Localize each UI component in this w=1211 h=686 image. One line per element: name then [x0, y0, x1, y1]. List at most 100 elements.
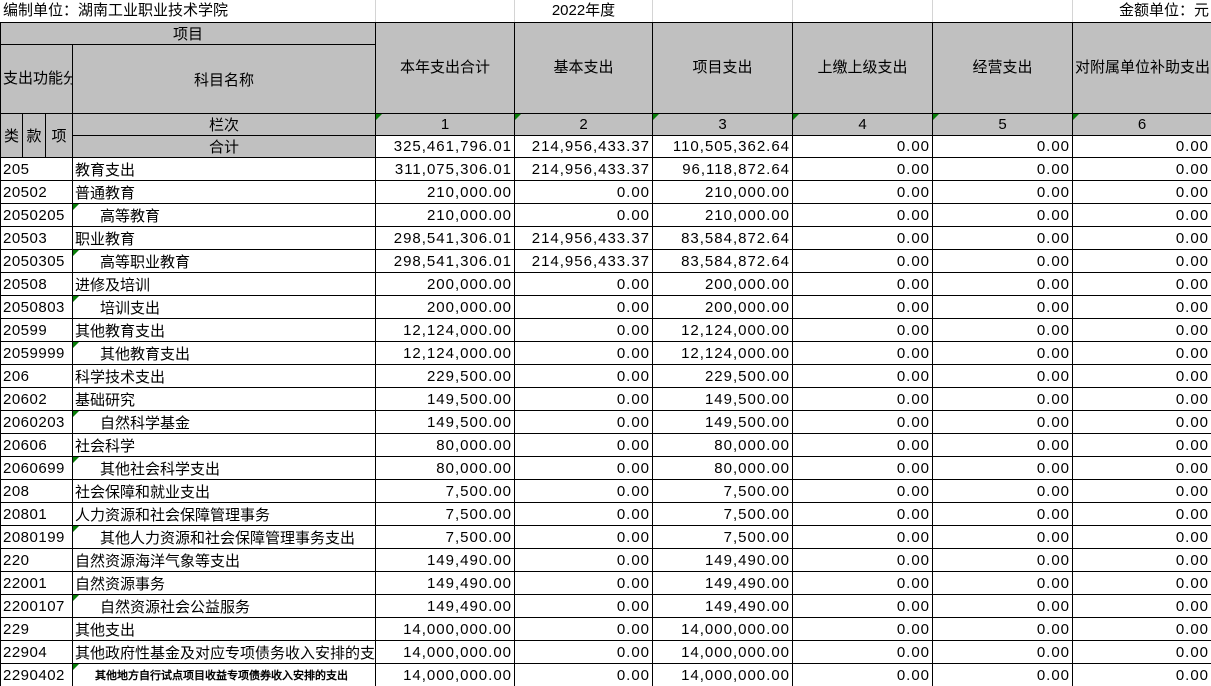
value-cell[interactable]: 7,500.00 — [375, 479, 516, 503]
total-label-cell[interactable]: 合计 — [71, 135, 377, 158]
value-cell[interactable]: 0.00 — [1072, 364, 1211, 388]
value-cell[interactable]: 214,956,433.37 — [514, 249, 654, 273]
code-cell[interactable]: 2050205 — [0, 203, 73, 227]
code-cell[interactable]: 206 — [0, 364, 73, 388]
value-cell[interactable]: 210,000.00 — [375, 180, 516, 204]
value-cell[interactable]: 0.00 — [932, 180, 1074, 204]
value-cell[interactable]: 149,500.00 — [375, 410, 516, 434]
value-cell[interactable]: 12,124,000.00 — [375, 318, 516, 342]
value-cell[interactable]: 96,118,872.64 — [652, 157, 794, 181]
value-cell[interactable]: 0.00 — [1072, 456, 1211, 480]
subject-name-header-cell[interactable]: 科目名称 — [71, 44, 377, 114]
value-cell[interactable]: 210,000.00 — [652, 180, 794, 204]
column-header-project-exp[interactable]: 项目支出 — [652, 22, 794, 114]
column-number-cell[interactable]: 2 — [514, 113, 654, 136]
lanci-label-cell[interactable]: 栏次 — [71, 113, 377, 136]
title-empty-cell-4[interactable] — [932, 0, 1072, 22]
title-empty-cell-1[interactable] — [375, 0, 514, 22]
subject-name-cell[interactable]: 其他支出 — [71, 617, 377, 641]
code-cell[interactable]: 20606 — [0, 433, 73, 457]
value-cell[interactable]: 0.00 — [1072, 410, 1211, 434]
column-header-upper[interactable]: 上缴上级支出 — [792, 22, 934, 114]
code-cell[interactable]: 20503 — [0, 226, 73, 250]
value-cell[interactable]: 0.00 — [514, 456, 654, 480]
value-cell[interactable]: 0.00 — [792, 157, 934, 181]
code-cell[interactable]: 20801 — [0, 502, 73, 526]
value-cell[interactable]: 0.00 — [1072, 548, 1211, 572]
value-cell[interactable]: 0.00 — [1072, 571, 1211, 595]
code-cell[interactable]: 2080199 — [0, 525, 73, 549]
subject-name-cell[interactable]: 其他教育支出 — [71, 318, 377, 342]
subject-name-cell[interactable]: 科学技术支出 — [71, 364, 377, 388]
value-cell[interactable]: 0.00 — [514, 341, 654, 365]
value-cell[interactable]: 7,500.00 — [652, 502, 794, 526]
subject-name-cell[interactable]: 培训支出 — [71, 295, 377, 319]
subject-name-cell[interactable]: 基础研究 — [71, 387, 377, 411]
value-cell[interactable]: 0.00 — [792, 525, 934, 549]
value-cell[interactable]: 0.00 — [792, 364, 934, 388]
subject-name-cell[interactable]: 其他社会科学支出 — [71, 456, 377, 480]
value-cell[interactable]: 0.00 — [792, 548, 934, 572]
value-cell[interactable]: 0.00 — [932, 295, 1074, 319]
value-cell[interactable]: 0.00 — [932, 387, 1074, 411]
subject-name-cell[interactable]: 人力资源和社会保障管理事务 — [71, 502, 377, 526]
total-value-cell[interactable]: 0.00 — [1072, 135, 1211, 158]
subject-name-cell[interactable]: 其他人力资源和社会保障管理事务支出 — [71, 525, 377, 549]
value-cell[interactable]: 210,000.00 — [652, 203, 794, 227]
code-cell[interactable]: 2060699 — [0, 456, 73, 480]
value-cell[interactable]: 311,075,306.01 — [375, 157, 516, 181]
value-cell[interactable]: 0.00 — [792, 433, 934, 457]
value-cell[interactable]: 7,500.00 — [652, 479, 794, 503]
value-cell[interactable]: 229,500.00 — [375, 364, 516, 388]
value-cell[interactable]: 0.00 — [514, 617, 654, 641]
value-cell[interactable]: 14,000,000.00 — [652, 617, 794, 641]
subject-name-cell[interactable]: 其他教育支出 — [71, 341, 377, 365]
value-cell[interactable]: 0.00 — [792, 479, 934, 503]
value-cell[interactable]: 0.00 — [932, 226, 1074, 250]
value-cell[interactable]: 0.00 — [932, 617, 1074, 641]
value-cell[interactable]: 80,000.00 — [652, 433, 794, 457]
value-cell[interactable]: 0.00 — [932, 203, 1074, 227]
compiling-unit-cell[interactable]: 编制单位：湖南工业职业技术学院 — [3, 2, 229, 19]
value-cell[interactable]: 0.00 — [1072, 433, 1211, 457]
subject-name-cell[interactable]: 普通教育 — [71, 180, 377, 204]
code-cell[interactable]: 20599 — [0, 318, 73, 342]
code-cell[interactable]: 20602 — [0, 387, 73, 411]
value-cell[interactable]: 214,956,433.37 — [514, 157, 654, 181]
total-value-cell[interactable]: 0.00 — [792, 135, 934, 158]
title-empty-cell-2[interactable] — [652, 0, 792, 22]
code-cell[interactable]: 2059999 — [0, 341, 73, 365]
value-cell[interactable]: 149,490.00 — [652, 548, 794, 572]
code-cell[interactable]: 2060203 — [0, 410, 73, 434]
value-cell[interactable]: 0.00 — [514, 318, 654, 342]
value-cell[interactable]: 0.00 — [1072, 318, 1211, 342]
value-cell[interactable]: 0.00 — [1072, 249, 1211, 273]
value-cell[interactable]: 0.00 — [514, 548, 654, 572]
value-cell[interactable]: 200,000.00 — [375, 272, 516, 296]
column-number-cell[interactable]: 3 — [652, 113, 794, 136]
column-header-total[interactable]: 本年支出合计 — [375, 22, 516, 114]
value-cell[interactable]: 0.00 — [932, 272, 1074, 296]
subject-name-cell[interactable]: 自然资源社会公益服务 — [71, 594, 377, 618]
value-cell[interactable]: 0.00 — [1072, 226, 1211, 250]
value-cell[interactable]: 298,541,306.01 — [375, 249, 516, 273]
total-value-cell[interactable]: 110,505,362.64 — [652, 135, 794, 158]
value-cell[interactable]: 0.00 — [514, 433, 654, 457]
project-header-cell[interactable]: 项目 — [0, 22, 377, 45]
value-cell[interactable]: 12,124,000.00 — [652, 318, 794, 342]
value-cell[interactable]: 0.00 — [792, 571, 934, 595]
value-cell[interactable]: 149,500.00 — [652, 387, 794, 411]
code-cell[interactable]: 2050803 — [0, 295, 73, 319]
code-cell[interactable]: 2200107 — [0, 594, 73, 618]
total-value-cell[interactable]: 0.00 — [932, 135, 1074, 158]
value-cell[interactable]: 0.00 — [932, 456, 1074, 480]
total-value-cell[interactable]: 325,461,796.01 — [375, 135, 516, 158]
value-cell[interactable]: 14,000,000.00 — [375, 663, 516, 686]
code-cell[interactable]: 20508 — [0, 272, 73, 296]
value-cell[interactable]: 149,490.00 — [375, 594, 516, 618]
value-cell[interactable]: 0.00 — [514, 502, 654, 526]
value-cell[interactable]: 149,500.00 — [652, 410, 794, 434]
value-cell[interactable]: 80,000.00 — [375, 433, 516, 457]
subject-name-cell[interactable]: 高等教育 — [71, 203, 377, 227]
value-cell[interactable]: 7,500.00 — [375, 525, 516, 549]
